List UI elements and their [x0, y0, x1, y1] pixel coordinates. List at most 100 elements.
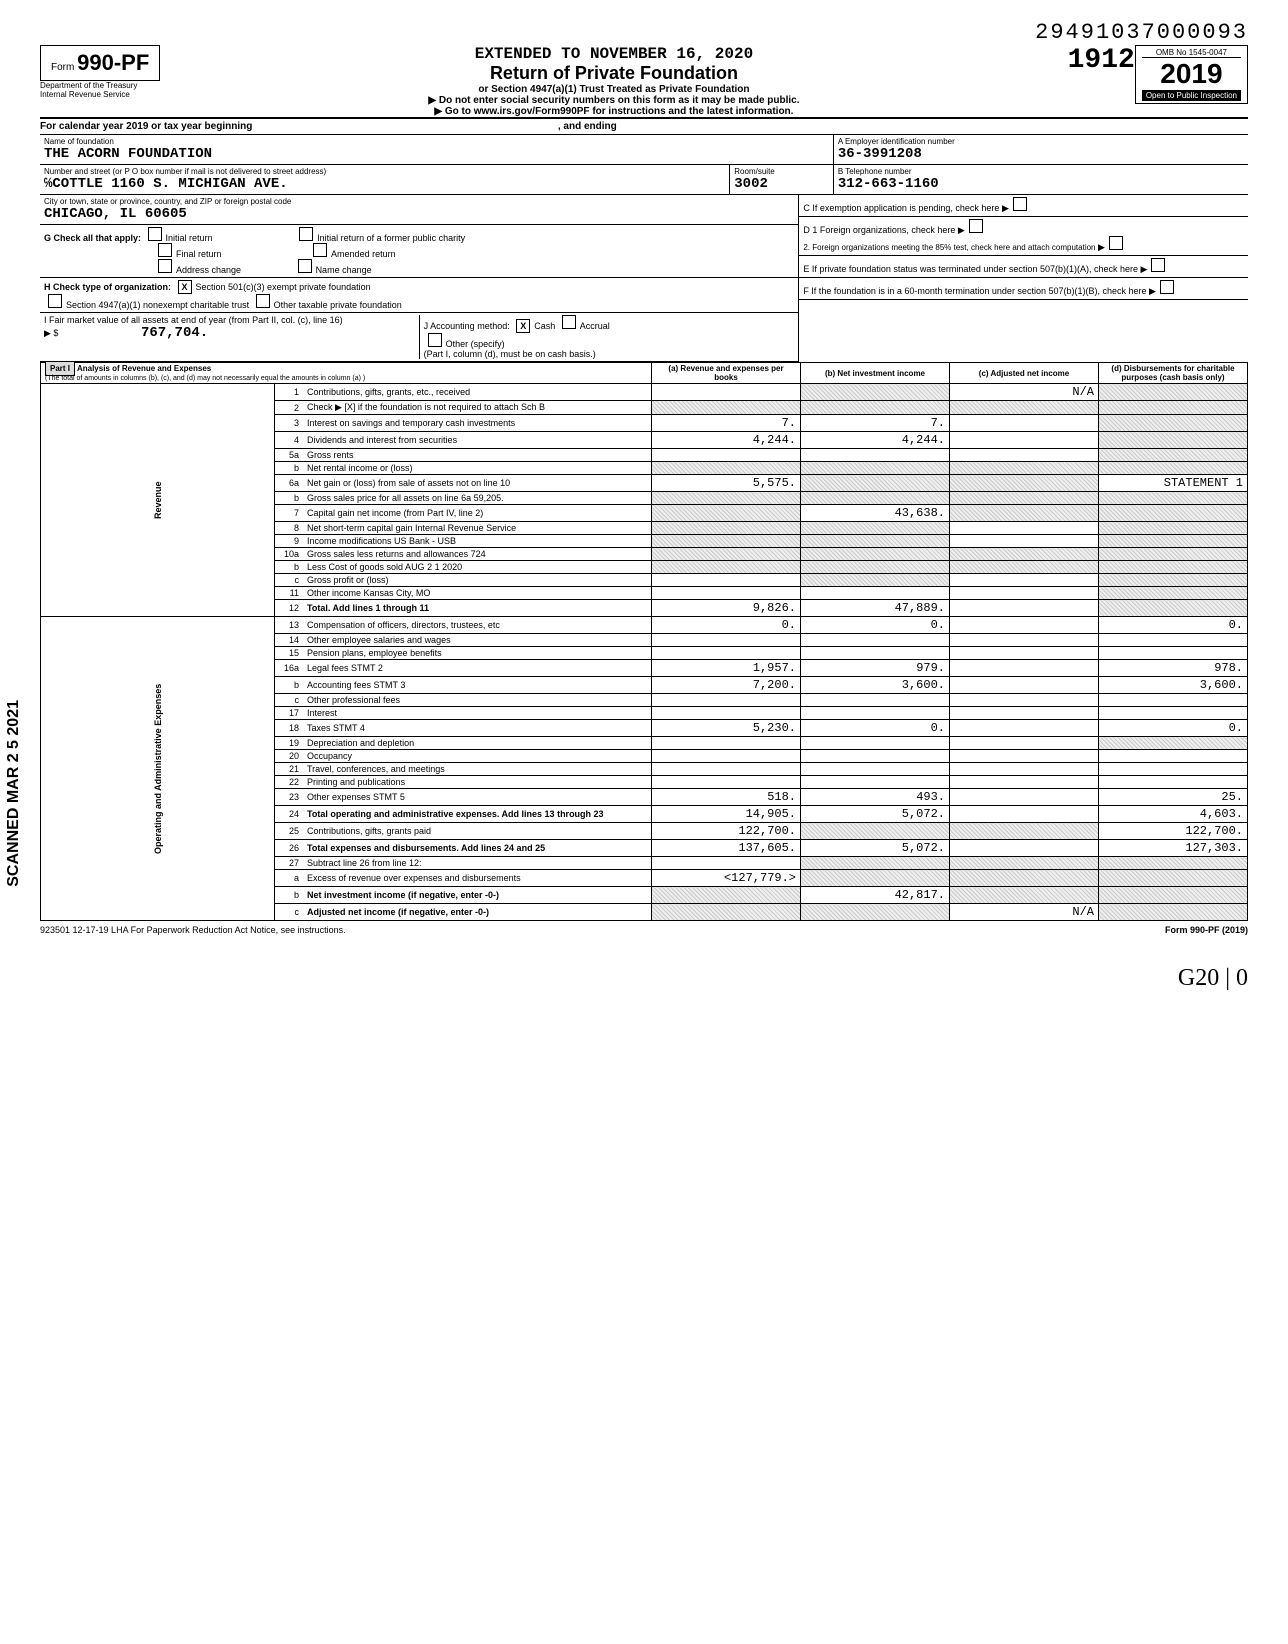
- box-f: F If the foundation is in a 60-month ter…: [799, 278, 1248, 300]
- cell-a: 7,200.: [652, 677, 801, 694]
- line-description: Check ▶ [X] if the foundation is not req…: [303, 401, 652, 415]
- cell-b: 7.: [801, 415, 950, 432]
- checkbox-final[interactable]: [158, 243, 172, 257]
- dept-irs: Internal Revenue Service: [40, 90, 160, 99]
- checkbox-f[interactable]: [1160, 280, 1174, 294]
- checkbox-cash[interactable]: X: [516, 319, 530, 333]
- col-a-header: (a) Revenue and expenses per books: [652, 363, 801, 384]
- box-g: G Check all that apply: Initial return I…: [40, 225, 798, 278]
- cell-c: N/A: [950, 384, 1099, 401]
- cell-b: [801, 587, 950, 600]
- cell-d: [1099, 432, 1248, 449]
- line-number: c: [275, 694, 304, 707]
- cell-d: 25.: [1099, 789, 1248, 806]
- cell-a: [652, 574, 801, 587]
- checkbox-amended[interactable]: [313, 243, 327, 257]
- cell-d: [1099, 857, 1248, 870]
- ein-label: A Employer identification number: [838, 137, 1244, 146]
- cell-b: 47,889.: [801, 600, 950, 617]
- checkbox-e[interactable]: [1151, 258, 1165, 272]
- checkbox-4947[interactable]: [48, 294, 62, 308]
- line-number: c: [275, 904, 304, 921]
- cell-c: [950, 535, 1099, 548]
- line-number: 2: [275, 401, 304, 415]
- line-number: 19: [275, 737, 304, 750]
- opt-4947: Section 4947(a)(1) nonexempt charitable …: [66, 300, 249, 310]
- line-description: Total. Add lines 1 through 11: [303, 600, 652, 617]
- line-number: 10a: [275, 548, 304, 561]
- omb-number: OMB No 1545-0047: [1142, 48, 1241, 58]
- cell-c: [950, 415, 1099, 432]
- checkbox-other-method[interactable]: [428, 333, 442, 347]
- line-number: 22: [275, 776, 304, 789]
- line-number: 9: [275, 535, 304, 548]
- cell-b: [801, 449, 950, 462]
- line-description: Total operating and administrative expen…: [303, 806, 652, 823]
- line-number: 4: [275, 432, 304, 449]
- dln: 29491037000093: [40, 20, 1248, 45]
- box-e-text: E If private foundation status was termi…: [803, 264, 1138, 274]
- cell-b: [801, 694, 950, 707]
- cell-a: 122,700.: [652, 823, 801, 840]
- box-h-label: H Check type of organization:: [44, 282, 171, 292]
- cell-d: [1099, 561, 1248, 574]
- cell-d: [1099, 587, 1248, 600]
- checkbox-namechg[interactable]: [298, 259, 312, 273]
- line-number: c: [275, 574, 304, 587]
- cell-b: [801, 857, 950, 870]
- opt-501c3: Section 501(c)(3) exempt private foundat…: [196, 282, 371, 292]
- line-number: 18: [275, 720, 304, 737]
- line-description: Excess of revenue over expenses and disb…: [303, 870, 652, 887]
- line-number: 23: [275, 789, 304, 806]
- line-description: Occupancy: [303, 750, 652, 763]
- cell-a: 14,905.: [652, 806, 801, 823]
- checkbox-accrual[interactable]: [562, 315, 576, 329]
- checkbox-c[interactable]: [1013, 197, 1027, 211]
- cell-b: [801, 384, 950, 401]
- checkbox-former[interactable]: [299, 227, 313, 241]
- line-number: 5a: [275, 449, 304, 462]
- cell-a: <127,779.>: [652, 870, 801, 887]
- cell-a: [652, 857, 801, 870]
- checkbox-d2[interactable]: [1109, 236, 1123, 250]
- cell-a: [652, 561, 801, 574]
- line-description: Net rental income or (loss): [303, 462, 652, 475]
- cell-d: [1099, 522, 1248, 535]
- cell-c: [950, 647, 1099, 660]
- footer-left: 923501 12-17-19 LHA For Paperwork Reduct…: [40, 925, 346, 935]
- line-number: 6a: [275, 475, 304, 492]
- cell-d: [1099, 870, 1248, 887]
- line-description: Gross sales less returns and allowances …: [303, 548, 652, 561]
- opt-initial: Initial return: [166, 233, 213, 243]
- cell-b: [801, 707, 950, 720]
- cell-d: [1099, 707, 1248, 720]
- checkbox-d1[interactable]: [969, 219, 983, 233]
- part1-table: Part I Analysis of Revenue and Expenses …: [40, 362, 1248, 921]
- line-number: 7: [275, 505, 304, 522]
- cell-a: [652, 776, 801, 789]
- form-number-box: Form 990-PF: [40, 45, 160, 81]
- cell-b: [801, 401, 950, 415]
- cell-a: [652, 763, 801, 776]
- subtitle-1: or Section 4947(a)(1) Trust Treated as P…: [160, 84, 1067, 95]
- address-value: ℅COTTLE 1160 S. MICHIGAN AVE.: [44, 176, 725, 192]
- box-e: E If private foundation status was termi…: [799, 256, 1248, 278]
- cell-d: [1099, 384, 1248, 401]
- checkbox-initial[interactable]: [148, 227, 162, 241]
- cell-c: [950, 587, 1099, 600]
- box-f-text: F If the foundation is in a 60-month ter…: [803, 286, 1146, 296]
- line-number: 24: [275, 806, 304, 823]
- cell-a: [652, 505, 801, 522]
- cell-c: [950, 522, 1099, 535]
- fmv-value: 767,704.: [141, 325, 208, 341]
- cell-d: [1099, 505, 1248, 522]
- cell-c: [950, 462, 1099, 475]
- form-label: Form: [51, 62, 74, 73]
- box-d2-text: 2. Foreign organizations meeting the 85%…: [803, 243, 1095, 252]
- cell-c: N/A: [950, 904, 1099, 921]
- checkbox-other-tax[interactable]: [256, 294, 270, 308]
- city-label: City or town, state or province, country…: [44, 197, 794, 206]
- checkbox-addr[interactable]: [158, 259, 172, 273]
- year-box: OMB No 1545-0047 2019 Open to Public Ins…: [1135, 45, 1248, 104]
- checkbox-501c3[interactable]: X: [178, 280, 192, 294]
